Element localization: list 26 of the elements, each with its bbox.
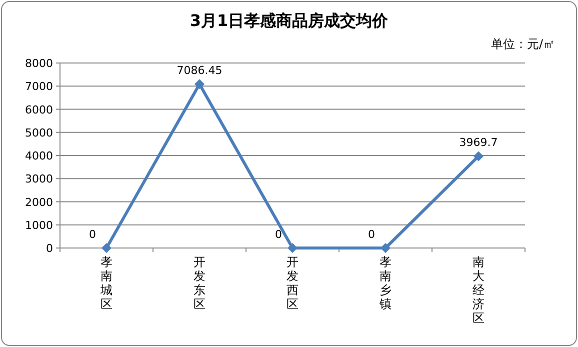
point [474, 151, 484, 162]
x-tick-label: 开发西区 [286, 255, 298, 311]
point [288, 243, 298, 253]
data-label: 0 [368, 228, 375, 241]
y-tick-label: 4000 [25, 150, 53, 162]
point [194, 79, 204, 90]
x-tick-label: 孝南乡镇 [378, 255, 392, 311]
y-tick-label: 5000 [25, 126, 53, 140]
y-tick-label: 0 [46, 242, 53, 255]
point [102, 243, 112, 253]
data-label: 0 [89, 228, 96, 241]
chart-title: 3月1日孝感商品房成交均价 [190, 11, 390, 30]
point [380, 243, 390, 253]
y-tick-label: 7000 [25, 80, 53, 94]
text: 单位：元/㎡ [490, 37, 555, 51]
data-label: 0 [275, 228, 282, 241]
x-tick-label: 开发东区 [194, 255, 206, 311]
y-tick-label: 6000 [25, 103, 53, 116]
y-tick-label: 2000 [25, 196, 53, 209]
data-label: 7086.45 [176, 64, 222, 78]
x-tick-label: 南大经济区 [472, 255, 484, 325]
y-tick-label: 1000 [25, 218, 53, 232]
y-tick-label: 3000 [25, 172, 53, 186]
y-tick-label: 8000 [25, 57, 53, 70]
x-tick-label: 孝南城区 [100, 255, 112, 311]
data-label: 3969.7 [459, 136, 498, 150]
